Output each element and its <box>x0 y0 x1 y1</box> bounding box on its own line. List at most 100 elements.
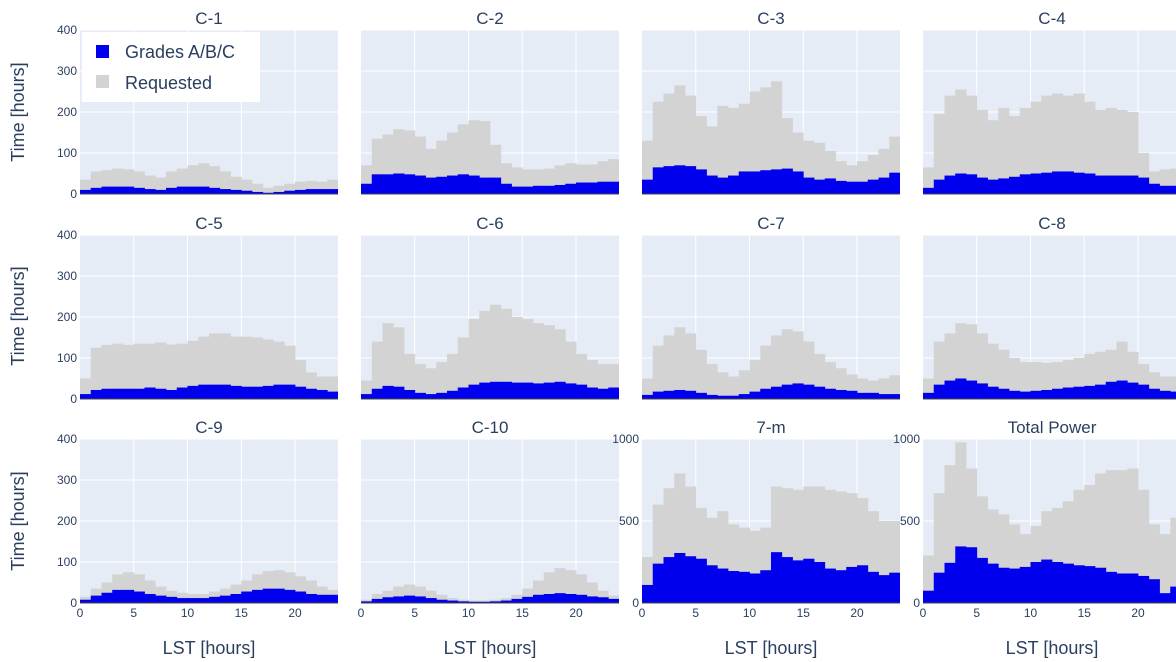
x-tick-label: 10 <box>462 606 476 620</box>
bar-grades <box>608 387 619 399</box>
bar-grades <box>803 384 815 399</box>
bar-requested <box>522 588 534 603</box>
bar-requested <box>1019 362 1031 399</box>
bar-grades <box>543 593 555 603</box>
bar-requested <box>316 376 328 399</box>
bar-requested <box>966 324 978 399</box>
bar-grades <box>361 183 373 194</box>
bar-grades <box>674 165 686 194</box>
bar-grades <box>923 392 935 399</box>
bar-grades <box>663 166 675 194</box>
bar-requested <box>166 344 178 399</box>
bar-requested <box>219 333 231 399</box>
bar-grades <box>576 384 588 399</box>
bar-requested <box>155 177 167 194</box>
bar-grades <box>382 385 394 399</box>
bar-grades <box>771 169 783 194</box>
bar-requested <box>1084 101 1096 194</box>
bar-grades <box>500 600 512 603</box>
bar-requested <box>252 183 264 194</box>
bar-requested <box>382 590 394 603</box>
y-tick-label: 300 <box>57 269 77 283</box>
bar-grades <box>273 191 285 194</box>
bar-requested <box>155 342 167 399</box>
bar-requested <box>511 317 523 399</box>
bar-requested <box>760 87 772 194</box>
bar-grades <box>500 183 512 194</box>
bar-grades <box>133 591 145 603</box>
bar-requested <box>586 582 598 603</box>
bar-requested <box>284 183 296 194</box>
bar-grades <box>771 552 783 603</box>
y-tick-label: 500 <box>619 514 639 528</box>
bar-grades <box>436 176 448 194</box>
bar-requested <box>404 130 416 194</box>
bar-requested <box>792 489 804 603</box>
bar-requested <box>652 345 664 399</box>
bar-requested <box>305 180 317 194</box>
bar-requested <box>436 594 448 603</box>
bar-grades <box>685 556 697 603</box>
bar-requested <box>1105 107 1117 194</box>
bar-grades <box>846 390 858 399</box>
bar-grades <box>295 591 307 603</box>
bar-grades <box>554 593 566 603</box>
bar-grades <box>728 571 740 603</box>
y-tick-label: 0 <box>70 392 77 406</box>
bar-requested <box>1073 358 1085 399</box>
bar-requested <box>576 574 588 603</box>
bar-grades <box>933 384 945 399</box>
bar-grades <box>371 598 383 603</box>
bar-grades <box>706 565 718 603</box>
legend-swatch-requested <box>96 75 109 88</box>
panel-title: C-1 <box>195 9 222 28</box>
bar-grades <box>490 601 502 603</box>
bar-requested <box>933 493 945 603</box>
bar-requested <box>447 353 459 399</box>
y-axis-label-row-2: Time [hours] <box>8 266 28 365</box>
bar-grades <box>447 600 459 603</box>
bar-requested <box>327 376 338 399</box>
bar-grades <box>284 190 296 194</box>
x-tick-label: 10 <box>1024 606 1038 620</box>
bar-requested <box>955 323 967 399</box>
bar-requested <box>749 91 761 194</box>
bar-grades <box>1062 387 1074 399</box>
bar-requested <box>500 308 512 399</box>
bar-requested <box>642 378 654 399</box>
x-tick-label: 15 <box>797 606 811 620</box>
bar-grades <box>209 384 221 399</box>
bar-requested <box>933 114 945 194</box>
bar-grades <box>209 187 221 194</box>
bar-grades <box>608 181 619 194</box>
bar-requested <box>987 343 999 399</box>
bar-requested <box>781 488 793 603</box>
bar-requested <box>543 325 555 399</box>
bar-grades <box>393 173 405 194</box>
bar-grades <box>1073 172 1085 194</box>
bar-requested <box>371 341 383 399</box>
bar-requested <box>404 353 416 399</box>
bar-grades <box>749 391 761 399</box>
bar-requested <box>857 498 869 603</box>
bar-requested <box>414 364 426 399</box>
legend[interactable]: Grades A/B/C Requested <box>82 32 260 102</box>
bar-grades <box>187 385 199 399</box>
panel-title: C-9 <box>195 418 222 437</box>
bar-requested <box>166 171 178 194</box>
bar-requested <box>1148 524 1160 603</box>
bar-grades <box>803 558 815 603</box>
bar-requested <box>835 368 847 399</box>
bar-grades <box>230 593 242 603</box>
bar-requested <box>1159 534 1171 603</box>
bar-requested <box>1062 95 1074 194</box>
bar-grades <box>749 573 761 603</box>
bar-requested <box>597 590 609 603</box>
bar-grades <box>241 386 253 399</box>
bar-grades <box>663 557 675 603</box>
bar-grades <box>425 177 437 194</box>
bar-requested <box>90 347 102 399</box>
bar-requested <box>944 95 956 194</box>
bar-requested <box>685 333 697 399</box>
